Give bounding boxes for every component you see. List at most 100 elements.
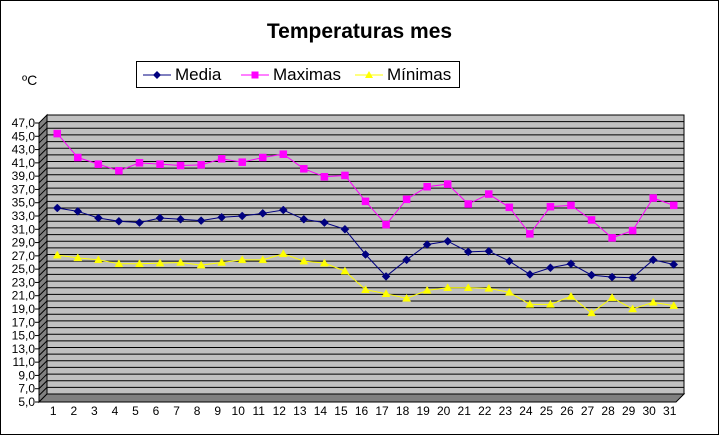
x-tick-label: 30 [642,404,656,418]
data-point-mnimas [217,257,227,266]
x-tick-label: 31 [663,404,677,418]
data-point-media [463,247,473,257]
legend-swatch-mnimas [355,70,383,78]
data-point-maximas [423,182,431,191]
x-tick-label: 12 [273,404,287,418]
data-point-mnimas [196,260,206,269]
data-point-media [402,255,411,265]
data-point-maximas [546,202,555,211]
gridline-side [38,214,48,223]
data-point-mnimas [258,255,268,264]
gridline-side [38,147,48,157]
data-point-media [340,224,350,234]
y-tick-label: 39,0 [12,169,36,183]
chart-title: Temperaturas mes [266,20,453,43]
y-tick-label: 21,0 [12,289,36,303]
gridline-side [38,134,48,144]
legend-item-mnimas: Mínimas [355,62,451,87]
x-tick-label: 18 [396,404,410,418]
x-tick-label: 27 [581,404,595,418]
data-point-mnimas [176,257,185,266]
y-tick-label: 37,0 [12,182,36,196]
data-point-mnimas [648,297,658,306]
y-tick-label: 19,0 [12,302,36,316]
data-point-maximas [238,158,246,166]
gridline-side [38,307,48,316]
legend-label-media: Media [175,64,222,84]
data-point-maximas [156,160,164,168]
gridline-side [38,207,48,217]
plot-floor [37,393,686,403]
data-point-media [237,211,247,221]
gridline-side [38,201,48,210]
data-point-maximas [176,161,185,170]
legend-item-maximas: Maximas [241,62,341,87]
y-tick-label: 11,0 [13,355,36,369]
data-point-maximas [587,216,596,224]
gridline-side [38,367,48,376]
y-tick-label: 43,0 [12,143,36,157]
gridline-side [38,167,48,177]
gridline-side [38,274,48,283]
y-tick-label: 45,0 [12,129,36,143]
legend-swatch-media [143,70,171,79]
x-tick-label: 28 [601,404,615,418]
y-tick-label: 47,0 [12,116,36,130]
y-tick-label: 17,0 [12,315,36,329]
gridline-side [38,267,48,277]
data-point-mnimas [93,255,103,264]
x-tick-label: 16 [355,404,369,418]
x-tick-label: 24 [519,404,533,418]
x-tick-label: 21 [458,404,472,418]
x-tick-label: 26 [560,404,574,418]
gridline-side [38,220,48,230]
x-tick-label: 13 [293,404,307,418]
gridline-side [38,181,48,190]
y-axis-unit-label: ºC [22,72,38,88]
data-point-maximas [649,194,657,202]
x-tick-label: 3 [91,404,98,418]
y-tick-label: 25,0 [12,262,36,276]
data-point-mnimas [566,291,576,300]
x-tick-label: 9 [214,404,221,418]
data-point-media [73,206,83,216]
data-point-maximas [341,171,349,180]
data-point-media [669,260,679,269]
data-point-media [525,270,535,279]
data-point-maximas [320,173,329,181]
data-point-maximas [628,226,637,235]
y-tick-label: 7,0 [18,382,35,396]
gridline-side [38,234,48,243]
y-tick-label: 41,0 [12,156,36,170]
chart-legend: Media Maximas Mínimas [136,61,460,88]
data-point-media [422,240,432,249]
legend-item-media: Media [143,62,221,87]
data-point-mnimas [402,293,412,302]
data-point-mnimas [504,287,514,296]
data-point-maximas [279,150,288,158]
data-point-media [381,272,391,281]
data-point-mnimas [546,299,555,308]
y-tick-label: 15,0 [12,329,36,343]
data-point-mnimas [237,255,247,264]
gridline-side [38,141,48,150]
legend-swatch-maximas [241,71,269,78]
gridline-side [38,320,48,330]
data-point-maximas [115,167,123,175]
y-tick-label: 5,0 [18,395,35,409]
gridline-side [38,360,48,370]
data-point-mnimas [587,308,596,317]
gridline-side [38,294,48,303]
data-point-media [196,216,206,225]
data-point-media [217,212,227,222]
data-point-media [135,218,144,227]
data-point-media [114,216,124,226]
data-point-media [155,213,165,223]
data-point-media [361,250,370,259]
gridline-side [38,353,48,363]
y-tick-label: 31,0 [12,222,36,236]
data-point-mnimas [361,285,370,293]
data-point-mnimas [319,258,329,267]
data-point-maximas [402,195,411,204]
